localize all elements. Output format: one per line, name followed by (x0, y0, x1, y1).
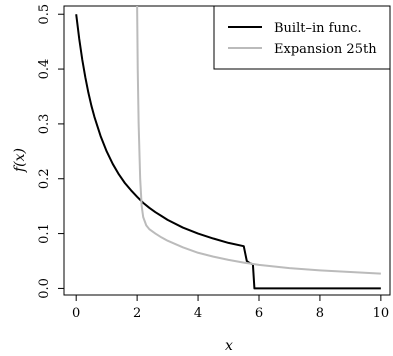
series-line-built-in (75, 14, 381, 290)
x-tick-label: 4 (194, 306, 202, 321)
legend-label-expansion: Expansion 25th (274, 42, 377, 57)
y-tick-label: 0.0 (37, 278, 52, 299)
y-axis-label: f(x) (12, 148, 28, 173)
legend-label-built-in: Built–in func. (274, 21, 362, 36)
x-axis: 0 2 4 6 8 10 (72, 295, 389, 321)
y-tick-label: 0.3 (37, 114, 52, 135)
legend-box (213, 5, 391, 70)
y-tick-label: 0.5 (37, 4, 52, 25)
y-tick-label: 0.1 (37, 223, 52, 244)
x-tick-label: 2 (133, 306, 141, 321)
series-line-expansion (136, 5, 381, 275)
y-tick-label: 0.4 (37, 59, 52, 80)
x-tick-label: 0 (72, 306, 80, 321)
legend: Built–in func. Expansion 25th (213, 5, 391, 70)
x-axis-label: x (225, 338, 233, 354)
x-tick-label: 6 (255, 306, 263, 321)
series-layer (75, 5, 381, 290)
y-axis: 0.0 0.1 0.2 0.3 0.4 0.5 (37, 4, 64, 299)
x-tick-label: 8 (316, 306, 324, 321)
x-tick-label: 10 (373, 306, 390, 321)
y-tick-label: 0.2 (37, 168, 52, 189)
